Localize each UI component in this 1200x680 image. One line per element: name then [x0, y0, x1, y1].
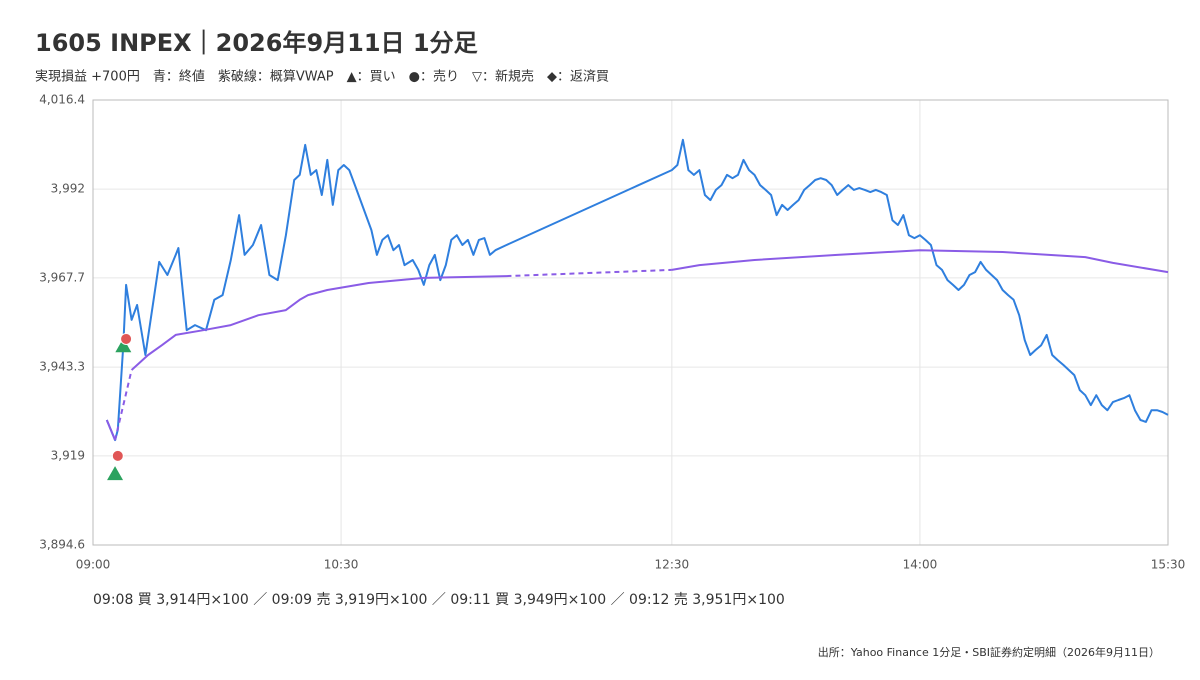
x-tick-label: 14:00 [903, 558, 938, 572]
x-tick-label: 09:00 [76, 558, 111, 572]
x-tick-label: 12:30 [655, 558, 690, 572]
source-note: 出所：Yahoo Finance 1分足・SBI証券約定明細（2026年9月11… [818, 645, 1160, 659]
chart-subtitle: 実現損益 +700円 青：終値 紫破線：概算VWAP ▲：買い ●：売り ▽：新… [35, 69, 609, 85]
series-line [105, 249, 1169, 441]
buy-marker [107, 466, 124, 481]
y-tick-label: 4,016.4 [39, 93, 85, 107]
gap-connector [114, 369, 133, 441]
sell-marker [120, 332, 133, 345]
y-tick-label: 3,919 [51, 448, 85, 462]
y-tick-label: 3,894.6 [39, 538, 85, 552]
buy-marker [115, 338, 132, 353]
trades-text: 09:08 買 3,914円×100 ／ 09:09 売 3,919円×100 … [93, 592, 785, 608]
y-tick-label: 3,967.7 [39, 270, 85, 284]
chart-title: 1605 INPEX｜2026年9月11日 1分足 [35, 29, 478, 57]
gap-connector [506, 268, 672, 278]
x-tick-label: 10:30 [324, 558, 359, 572]
y-tick-label: 3,943.3 [39, 360, 85, 374]
plot-frame [92, 99, 1169, 546]
series-line [105, 138, 1169, 442]
sell-marker [111, 449, 124, 462]
x-tick-label: 15:30 [1151, 558, 1186, 572]
y-tick-label: 3,992 [51, 182, 85, 196]
